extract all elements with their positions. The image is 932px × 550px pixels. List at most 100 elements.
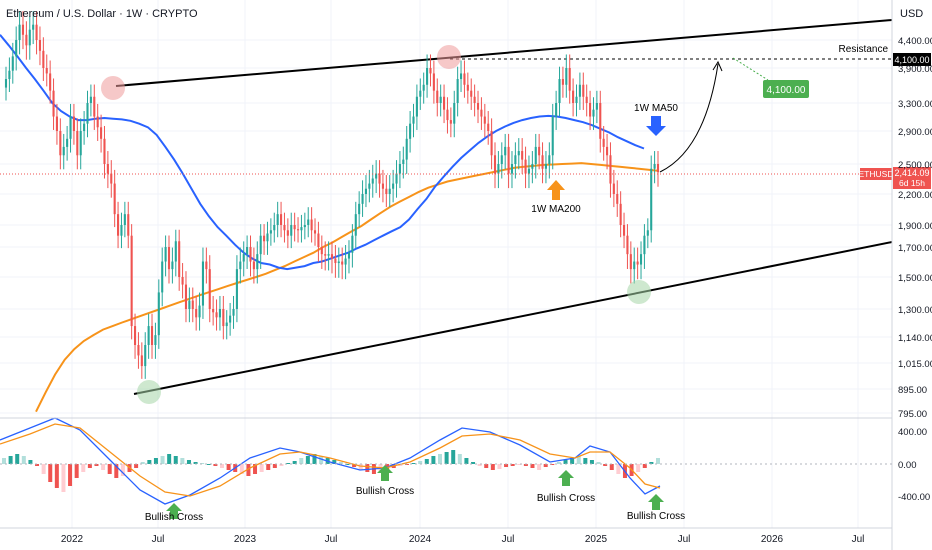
macd-histogram-bar	[246, 464, 251, 476]
candle-body	[11, 56, 14, 71]
macd-histogram-bar	[173, 456, 178, 464]
candle-body	[181, 277, 184, 285]
candle-body	[504, 146, 507, 156]
macd-histogram-bar	[266, 464, 271, 470]
candle-body	[327, 254, 330, 256]
candle-body	[517, 151, 520, 156]
macd-histogram-bar	[365, 464, 370, 472]
ma200-line	[35, 162, 659, 413]
macd-histogram-bar	[120, 464, 125, 476]
candle-body	[381, 183, 384, 189]
x-tick-label: Jul	[325, 534, 338, 545]
macd-histogram-bar	[15, 454, 20, 464]
macd-histogram-bar	[603, 464, 608, 466]
candle-body	[541, 155, 544, 169]
ma200-arrow-icon	[547, 180, 565, 200]
candle-body	[602, 138, 605, 147]
candle-body	[388, 188, 391, 194]
candle-body	[215, 312, 218, 318]
macd-histogram-bar	[213, 464, 218, 466]
candle-body	[249, 247, 252, 262]
macd-histogram-bar	[332, 460, 337, 464]
macd-histogram-bar	[167, 454, 172, 464]
y-tick-label: 1,140.00	[898, 333, 932, 344]
candle-body	[337, 261, 340, 264]
macd-histogram-bar	[352, 464, 357, 467]
candle-body	[18, 24, 21, 40]
highlight-circle	[627, 280, 651, 304]
macd-histogram-bar	[147, 460, 152, 464]
candle-body	[263, 235, 266, 242]
macd-histogram-bar	[312, 454, 317, 464]
signal-line	[0, 423, 661, 497]
ma50-label: 1W MA50	[634, 103, 678, 114]
candle-body	[324, 254, 327, 256]
y-tick-label: 2,500.00	[898, 160, 932, 171]
candle-body	[493, 155, 497, 174]
candle-body	[480, 109, 483, 117]
macd-histogram-bar	[28, 460, 33, 464]
target-label: 4,100.00	[767, 85, 806, 96]
candle-body	[28, 29, 31, 46]
macd-histogram-bar	[186, 460, 191, 464]
macd-histogram-bar	[200, 463, 205, 464]
macd-histogram-bar	[537, 464, 542, 470]
channel-bottom-line	[133, 241, 893, 395]
candle-body	[79, 131, 82, 156]
highlight-circle	[437, 45, 461, 69]
bullish-cross-label: Bullish Cross	[627, 511, 685, 522]
candle-body	[103, 138, 106, 164]
candle-body	[341, 261, 344, 265]
macd-histogram-bar	[576, 456, 581, 464]
candle-body	[432, 73, 435, 91]
candle-body	[21, 24, 25, 35]
candle-body	[633, 261, 636, 270]
y-tick-label: 795.00	[898, 409, 927, 420]
y-tick-label: 1,900.00	[898, 221, 932, 232]
macd-histogram-bar	[457, 454, 462, 464]
candle-body	[534, 146, 537, 164]
candle-body	[317, 233, 320, 247]
macd-histogram-bar	[642, 464, 647, 468]
candle-body	[358, 203, 361, 215]
ma200-label: 1W MA200	[531, 204, 581, 215]
candle-body	[198, 305, 201, 318]
macd-histogram-bar	[510, 464, 515, 466]
trendlines	[115, 19, 893, 395]
macd-histogram-bar	[570, 458, 575, 464]
macd-histogram-bar	[550, 464, 555, 465]
macd-histogram-bar	[259, 464, 264, 472]
candle-body	[242, 254, 245, 262]
candle-body	[354, 214, 357, 236]
macd-histogram-bar	[220, 464, 224, 468]
macd-histogram-bar	[94, 464, 99, 466]
macd-histogram-bar	[497, 464, 502, 469]
candle-body	[364, 188, 368, 194]
candle-body	[561, 79, 564, 85]
candle-body	[429, 68, 432, 74]
candle-body	[643, 235, 646, 255]
highlight-circle	[137, 380, 161, 404]
last-price-value: 2,414.09	[894, 168, 929, 178]
candle-body	[456, 79, 459, 103]
macd-histogram-bar	[61, 464, 66, 492]
candle-body	[283, 225, 286, 231]
candle-body	[72, 116, 75, 131]
macd-histogram-bar	[292, 461, 297, 464]
candle-body	[293, 225, 296, 230]
macd-histogram-bar	[74, 464, 79, 478]
candle-body	[426, 68, 429, 85]
macd-histogram-bar	[153, 458, 158, 464]
candle-body	[8, 70, 11, 80]
candle-body	[395, 173, 398, 184]
chart-title: Ethereum / U.S. Dollar · 1W · CRYPTO	[6, 8, 198, 20]
candle-body	[307, 219, 310, 225]
macd-histogram-bar	[418, 461, 423, 464]
macd-histogram-bar	[438, 454, 442, 464]
candle-body	[524, 159, 527, 174]
macd-histogram-bar	[140, 462, 145, 464]
candle-body	[412, 116, 415, 124]
candle-body	[191, 300, 194, 309]
macd-histogram-bar	[338, 462, 343, 464]
